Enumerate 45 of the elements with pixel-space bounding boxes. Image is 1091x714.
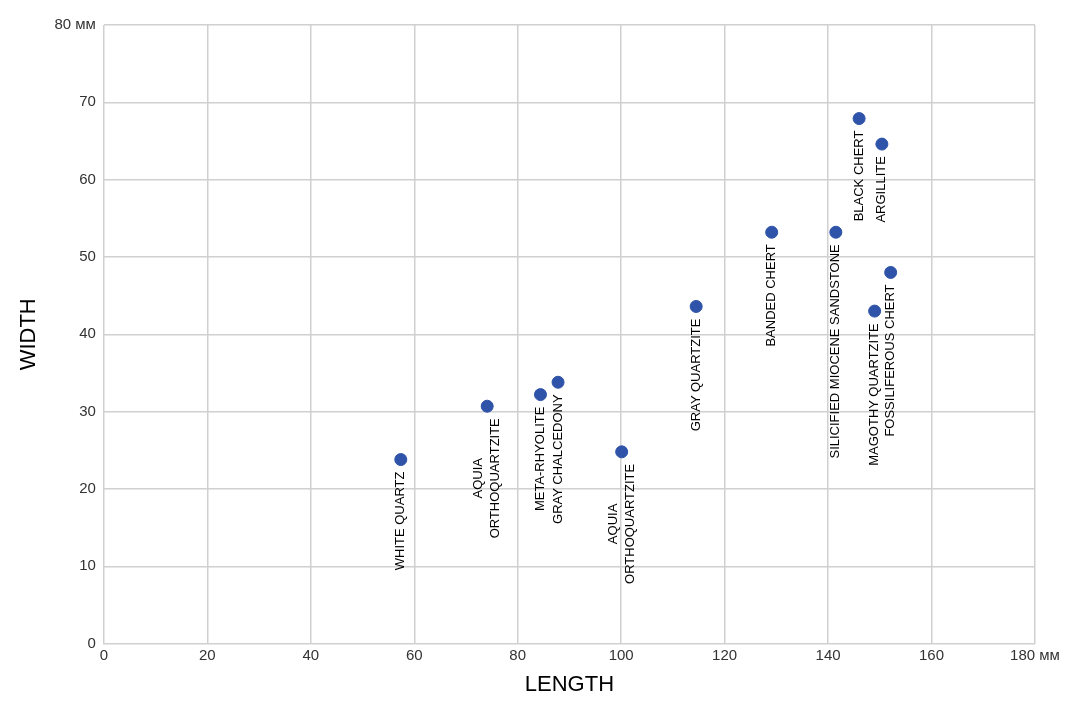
x-tick-label: 80 [509,645,527,663]
point [884,265,898,279]
x-tick-label: 40 [302,645,320,663]
x-tick-label: 160 [919,645,945,663]
point [852,112,866,126]
point [868,304,882,318]
point [875,137,889,151]
x-tick-label: 20 [198,645,216,663]
point [829,225,843,239]
annotation: FOSSILIFEROUS CHERT [882,284,898,437]
annotation: META-RHYOLITE [532,406,548,512]
point [615,445,629,459]
y-tick-label: 50 [79,247,96,265]
x-tick-label: 100 [608,645,634,663]
point [394,453,408,467]
annotation: SILICIFIED MIOCENE SANDSTONE [827,243,843,459]
x-tick-label: 140 [815,645,841,663]
annotation: AQUIA ORTHOQUARTZITE [604,463,637,584]
y-tick-label: 10 [79,556,96,574]
annotation: GRAY QUARTZITE [687,318,703,432]
point [480,399,494,413]
y-axis-title: WIDTH [15,298,41,371]
x-tick-label: 0 [99,645,109,663]
y-tick-label: 80 мм [54,15,96,33]
annotation: BANDED CHERT [763,244,779,347]
point [551,375,565,389]
x-axis-title: LENGTH [524,670,615,696]
annotation: BLACK CHERT [850,130,866,222]
x-tick-label: 60 [405,645,423,663]
point [533,388,547,402]
annotation: WHITE QUARTZ [392,471,408,571]
x-tick-label: 180 мм [1010,645,1060,663]
annotation: AQUIA ORTHOQUARTZITE [470,417,503,539]
y-tick-label: 20 [79,479,96,497]
y-tick-label: 70 [79,92,96,110]
point [689,299,703,313]
y-tick-label: 60 [79,169,96,187]
y-tick-label: 40 [79,324,96,342]
annotation: MAGOTHY QUARTZITE [866,322,882,466]
annotation: ARGILLITE [873,155,889,223]
annotation: GRAY CHALCEDONY [549,394,565,524]
y-tick-label: 0 [87,633,96,651]
x-tick-label: 120 [712,645,738,663]
y-tick-label: 30 [79,401,96,419]
point [765,225,779,239]
